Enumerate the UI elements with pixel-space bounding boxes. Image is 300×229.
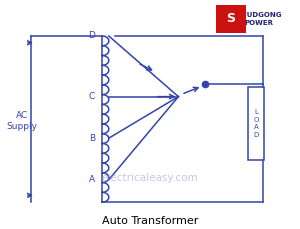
Text: A: A — [88, 175, 95, 184]
Text: POWER: POWER — [244, 20, 274, 27]
Text: SHUDGONG: SHUDGONG — [236, 13, 282, 19]
Bar — [248, 87, 264, 160]
Text: electricaleasy.com: electricaleasy.com — [102, 173, 198, 183]
Text: AC
Supply: AC Supply — [7, 111, 38, 131]
Text: B: B — [88, 134, 95, 143]
Text: Auto Transformer: Auto Transformer — [102, 216, 198, 226]
Text: D: D — [88, 31, 95, 41]
Text: L
O
A
D: L O A D — [253, 109, 259, 138]
Text: C: C — [88, 92, 95, 101]
